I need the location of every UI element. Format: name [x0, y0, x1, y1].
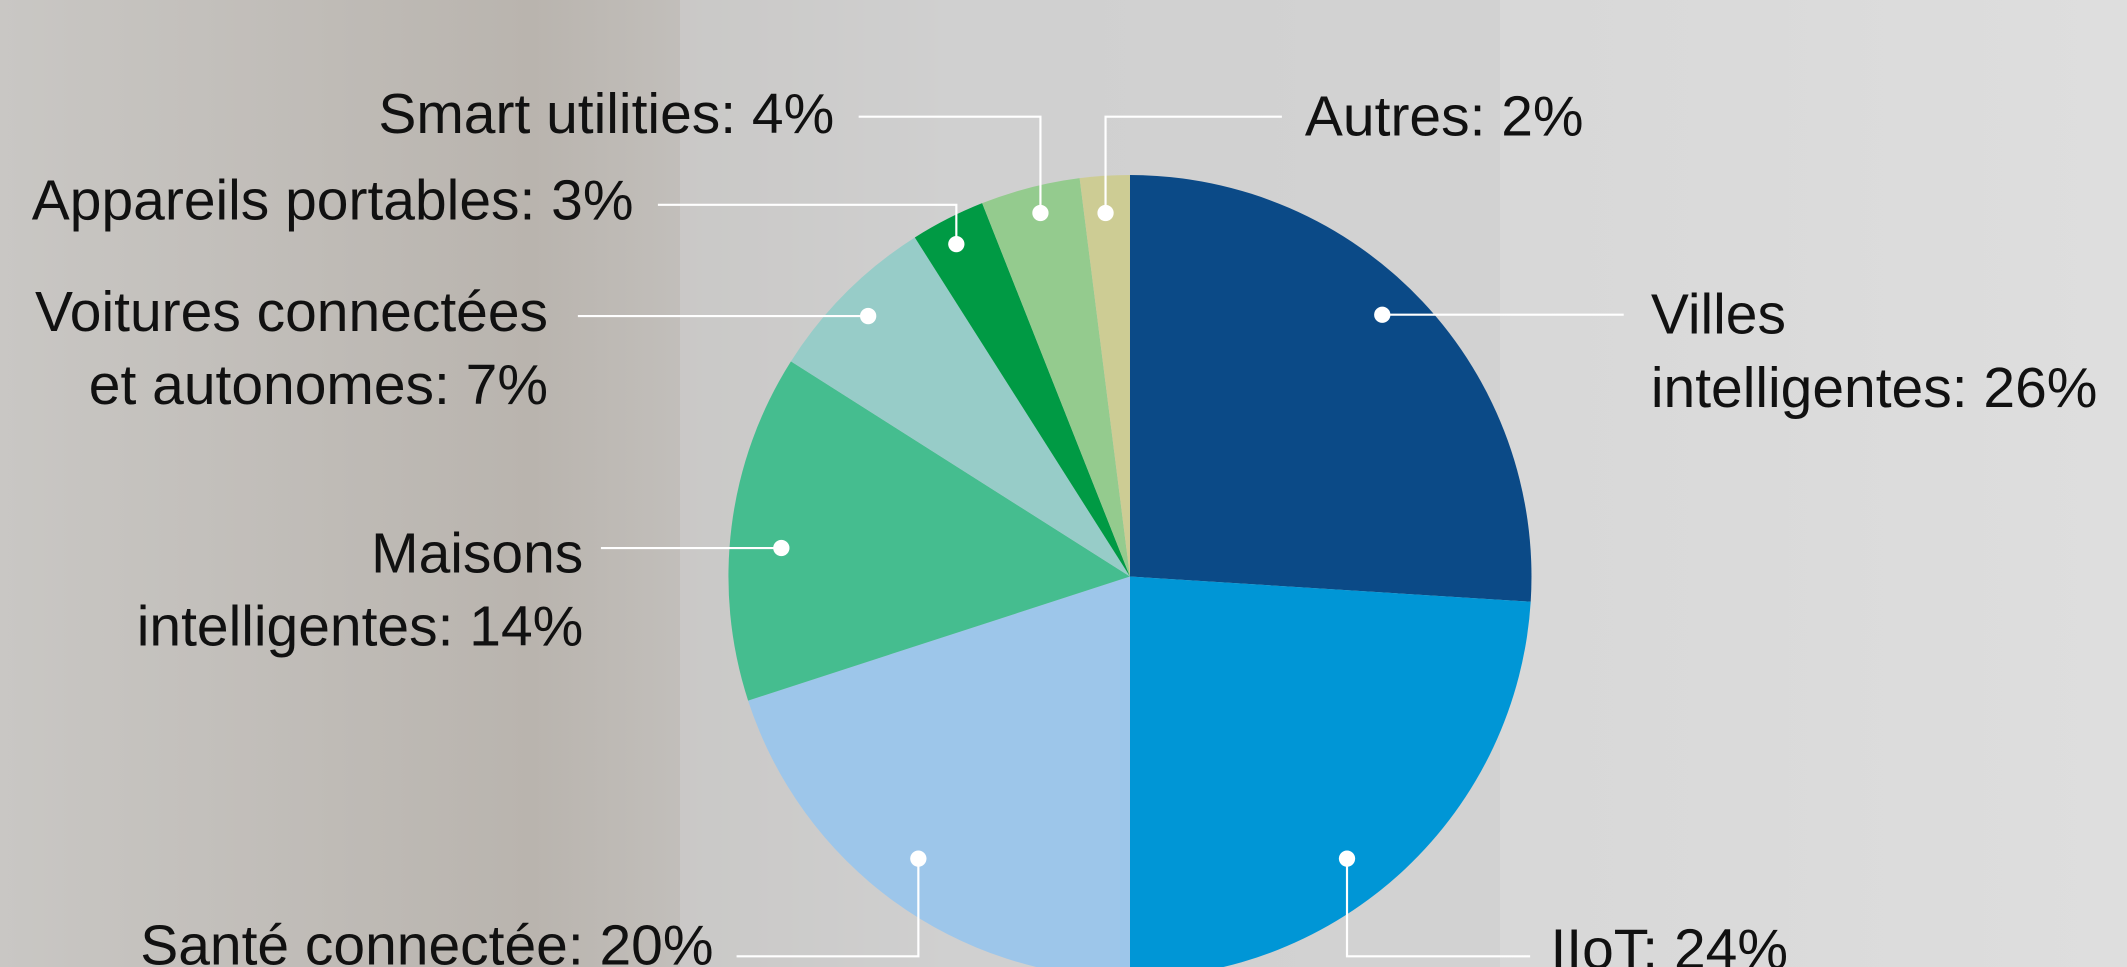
leader-dot	[773, 539, 790, 557]
plot: Villes intelligentes: 26% IIoT: 24% Santé c…	[32, 82, 2098, 967]
pie-slice	[728, 361, 1130, 701]
slice-label: Autres: 2%	[1305, 85, 1584, 149]
leader-dot	[910, 850, 927, 867]
leader-line	[858, 115, 1042, 213]
leader-line	[657, 203, 958, 245]
slice-label: Santé connectée: 20%	[140, 913, 713, 967]
leader-dot	[1097, 204, 1114, 222]
slice-label: IIoT: 24%	[1550, 918, 1787, 967]
slice-label: Voitures connectées et autonomes: 7%	[35, 280, 548, 417]
slice-label: Villes intelligentes: 26%	[1651, 283, 2098, 420]
leader-dot	[1032, 204, 1049, 222]
pie-slice	[1129, 174, 1532, 602]
pie-slice	[914, 203, 1130, 577]
leader-line	[736, 858, 920, 958]
pie-slice	[790, 237, 1130, 577]
leader-dot	[1338, 850, 1356, 867]
slice-label: Appareils portables: 3%	[32, 169, 634, 233]
pie-slice	[748, 576, 1130, 967]
leader-line	[1345, 858, 1531, 958]
pie-slice	[1079, 174, 1130, 577]
leader-dot	[948, 236, 965, 253]
leader-dot	[1374, 306, 1391, 323]
pie-slice	[982, 178, 1130, 577]
slice-label: Maisons intelligentes: 14%	[137, 521, 584, 658]
leader-dot	[860, 307, 877, 325]
slice-label: Smart utilities: 4%	[378, 82, 834, 146]
leader-line	[1104, 115, 1282, 213]
pie-slice	[1129, 576, 1531, 967]
